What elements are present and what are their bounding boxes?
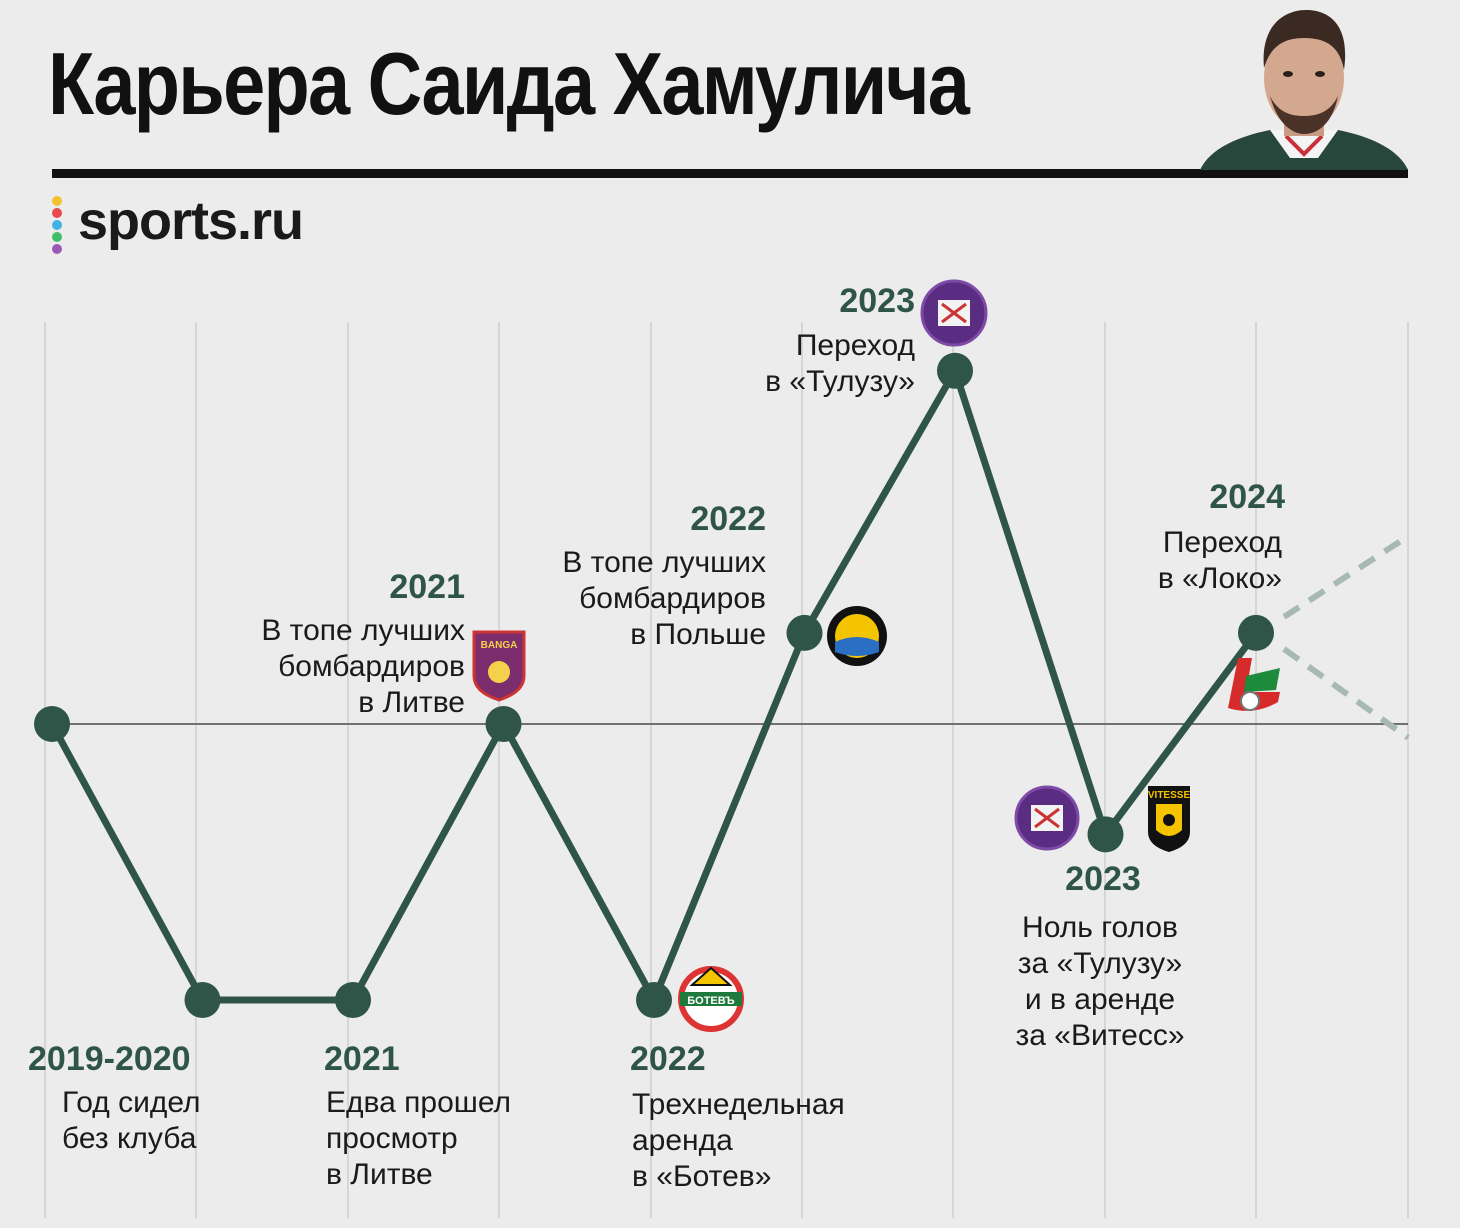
annotation-text: за «Тулузу»	[1018, 947, 1182, 980]
vitesse-logo-icon: VITESSE	[1148, 786, 1191, 852]
banga-logo-icon: BANGA	[472, 630, 526, 702]
annotation-text: Год сидел	[62, 1086, 201, 1119]
logo-label: VITESSE	[1148, 790, 1191, 801]
data-point	[485, 706, 522, 742]
data-point	[636, 982, 672, 1018]
annotation-year: 2024	[1209, 478, 1285, 516]
projection-dash	[1282, 533, 1410, 620]
annotation-text: Переход	[1163, 526, 1282, 559]
annotation-year: 2021	[389, 568, 465, 606]
data-point	[184, 982, 221, 1018]
annotation-text: бомбардиров	[278, 650, 465, 683]
annotation-text: в «Локо»	[1158, 562, 1282, 595]
title-divider	[52, 169, 1408, 178]
annotation-text: Трехнедельная	[632, 1088, 845, 1121]
brand-dots-icon	[52, 196, 66, 256]
player-portrait-icon	[1200, 10, 1408, 170]
toulouse-logo-icon	[920, 279, 988, 347]
annotation-year: 2019-2020	[28, 1040, 191, 1078]
data-point	[937, 352, 973, 389]
logo-label: BANGA	[481, 640, 518, 651]
annotation-text: и в аренде	[1025, 983, 1175, 1016]
annotation-text: бомбардиров	[579, 582, 766, 615]
projection-dash	[1282, 646, 1410, 741]
annotation-text: Ноль голов	[1022, 911, 1178, 944]
annotation-text: В топе лучших	[562, 546, 766, 579]
brand-name: sports.ru	[78, 191, 304, 251]
annotation-text: без клуба	[62, 1122, 197, 1155]
page-title: Карьера Саида Хамулича	[48, 34, 970, 133]
annotation-year: 2022	[630, 1040, 706, 1078]
data-point	[1238, 614, 1274, 651]
future-projection	[1282, 533, 1410, 741]
annotation-text: В топе лучших	[261, 614, 465, 647]
annotation-text: аренда	[632, 1124, 733, 1157]
data-point	[34, 706, 70, 742]
lokomotiv-logo-icon	[1228, 658, 1280, 711]
botev-logo-icon: БОТЕВЪ	[678, 966, 744, 1032]
annotation-year: 2021	[324, 1040, 400, 1078]
annotation-text: Переход	[796, 329, 915, 362]
annotation-text: в Польше	[630, 618, 766, 651]
annotation-year: 2022	[690, 500, 766, 538]
career-line	[48, 367, 1259, 1004]
annotation-text: просмотр	[326, 1122, 458, 1155]
stal-mielec-logo-icon	[827, 606, 887, 666]
annotation-text: в Литве	[358, 686, 465, 719]
annotation-text: в Литве	[326, 1158, 433, 1191]
data-point	[335, 982, 371, 1018]
annotation-text: за «Витесс»	[1016, 1019, 1185, 1052]
data-point	[1087, 816, 1124, 853]
annotation-year: 2023	[839, 282, 915, 320]
annotation-text: в «Ботев»	[632, 1160, 771, 1193]
annotation-text: в «Тулузу»	[765, 365, 915, 398]
vertical-grid	[44, 322, 1409, 1218]
toulouse-logo-icon	[1014, 785, 1080, 851]
data-point	[786, 614, 823, 651]
annotation-year: 2023	[1065, 860, 1141, 898]
logo-label: БОТЕВЪ	[687, 995, 735, 1007]
annotation-text: Едва прошел	[326, 1086, 511, 1119]
